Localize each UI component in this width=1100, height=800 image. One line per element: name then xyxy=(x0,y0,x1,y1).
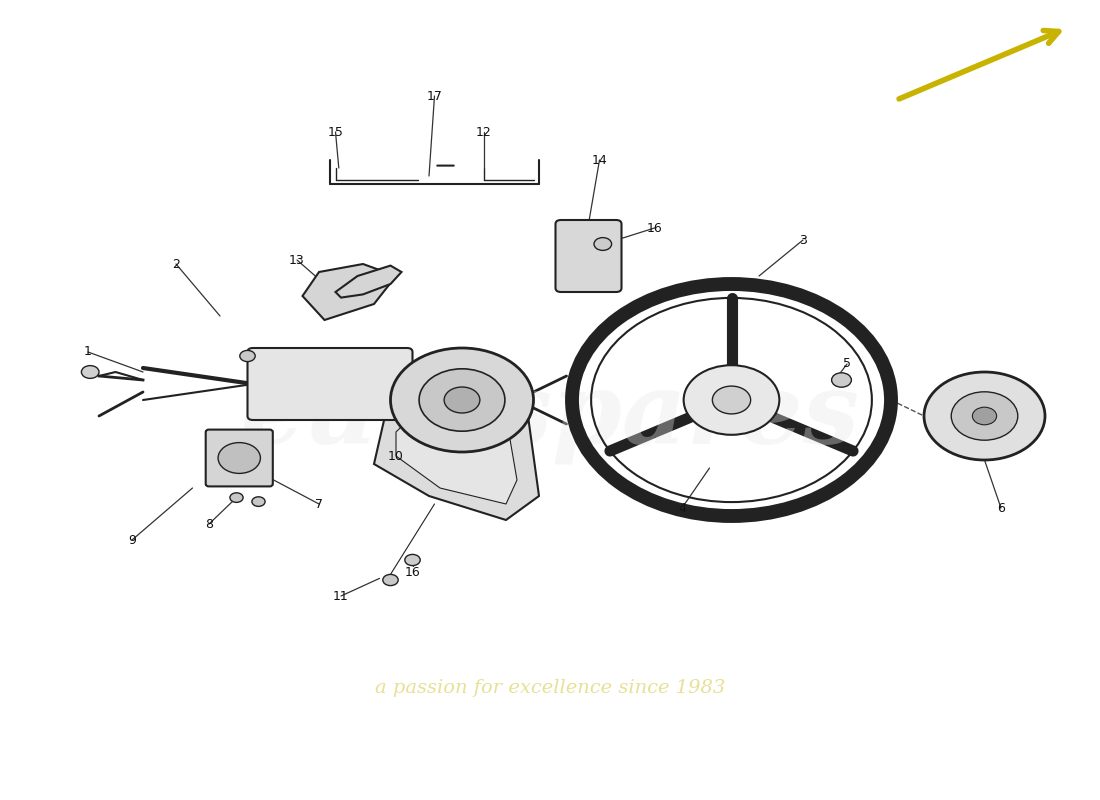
Text: a passion for excellence since 1983: a passion for excellence since 1983 xyxy=(375,679,725,697)
Circle shape xyxy=(81,366,99,378)
Text: 14: 14 xyxy=(592,154,607,166)
Circle shape xyxy=(952,392,1018,440)
Text: 3: 3 xyxy=(799,234,807,246)
Text: eurospares: eurospares xyxy=(241,368,859,464)
FancyBboxPatch shape xyxy=(206,430,273,486)
Text: 1: 1 xyxy=(84,346,92,358)
Circle shape xyxy=(405,554,420,566)
Circle shape xyxy=(683,365,779,435)
Circle shape xyxy=(444,387,480,413)
Circle shape xyxy=(218,442,261,474)
Circle shape xyxy=(383,574,398,586)
FancyBboxPatch shape xyxy=(556,220,622,292)
Polygon shape xyxy=(374,384,539,520)
Text: 4: 4 xyxy=(678,502,686,514)
Circle shape xyxy=(252,497,265,506)
Text: 13: 13 xyxy=(289,254,305,266)
Text: 17: 17 xyxy=(427,90,442,102)
Text: 8: 8 xyxy=(205,518,213,530)
Text: 2: 2 xyxy=(172,258,180,270)
Text: 5: 5 xyxy=(843,358,851,370)
Circle shape xyxy=(240,350,255,362)
Text: 15: 15 xyxy=(328,126,343,138)
Circle shape xyxy=(972,407,997,425)
Text: 7: 7 xyxy=(315,498,323,510)
Text: 10: 10 xyxy=(388,450,404,462)
Polygon shape xyxy=(396,400,517,504)
Text: 6: 6 xyxy=(997,502,1005,514)
Circle shape xyxy=(924,372,1045,460)
Circle shape xyxy=(832,373,851,387)
Text: 16: 16 xyxy=(405,566,420,578)
Circle shape xyxy=(230,493,243,502)
Text: 9: 9 xyxy=(128,534,136,546)
Circle shape xyxy=(390,348,534,452)
Circle shape xyxy=(713,386,750,414)
Text: 11: 11 xyxy=(333,590,349,602)
FancyBboxPatch shape xyxy=(248,348,412,420)
Circle shape xyxy=(594,238,612,250)
Text: 16: 16 xyxy=(647,222,662,234)
Circle shape xyxy=(419,369,505,431)
Polygon shape xyxy=(336,266,402,298)
Polygon shape xyxy=(302,264,396,320)
Text: 12: 12 xyxy=(476,126,492,138)
